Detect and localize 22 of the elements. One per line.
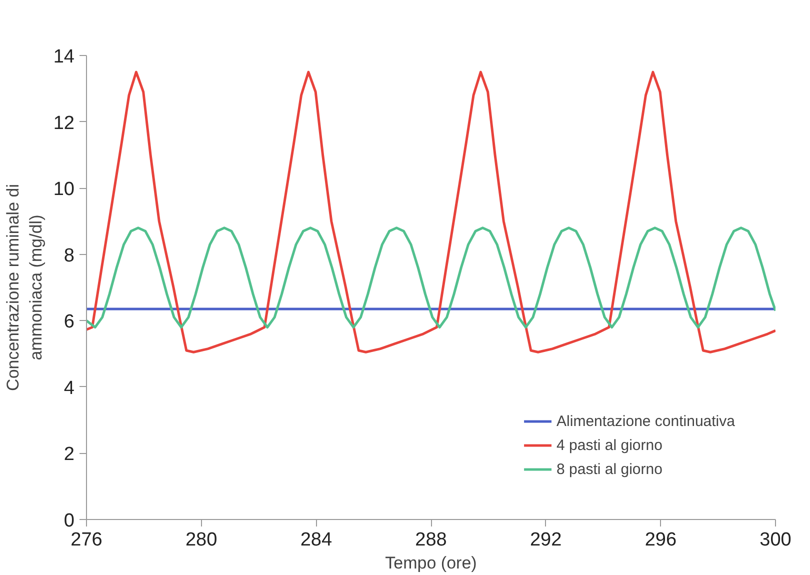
x-tick-label: 284 [300, 530, 332, 550]
legend-label: 4 pasti al giorno [556, 436, 662, 454]
y-tick-label: 6 [64, 312, 75, 333]
y-axis-title: Concentrazione ruminale di ammoniaca (mg/dl) [4, 184, 46, 391]
x-tick-label: 292 [530, 530, 562, 550]
y-tick-label: 2 [64, 444, 75, 466]
x-tick-label: 300 [760, 530, 792, 550]
y-tick-label: 14 [53, 46, 75, 68]
legend-label: Alimentazione continuativa [556, 412, 735, 430]
x-tick-label: 280 [185, 530, 218, 550]
x-axis-title: Tempo (ore) [385, 554, 477, 572]
y-tick-label: 12 [53, 112, 75, 134]
legend-label: 8 pasti al giorno [556, 460, 662, 478]
line-series [86, 226, 776, 329]
x-tick-label: 288 [415, 530, 447, 550]
y-tick-label: 4 [64, 378, 75, 399]
y-tick-label: 8 [64, 245, 75, 266]
x-tick-label: 276 [70, 530, 102, 550]
y-tick-label: 0 [64, 510, 75, 532]
x-tick-label: 296 [644, 530, 677, 550]
y-tick-label: 10 [53, 179, 75, 200]
line-series [86, 70, 776, 354]
